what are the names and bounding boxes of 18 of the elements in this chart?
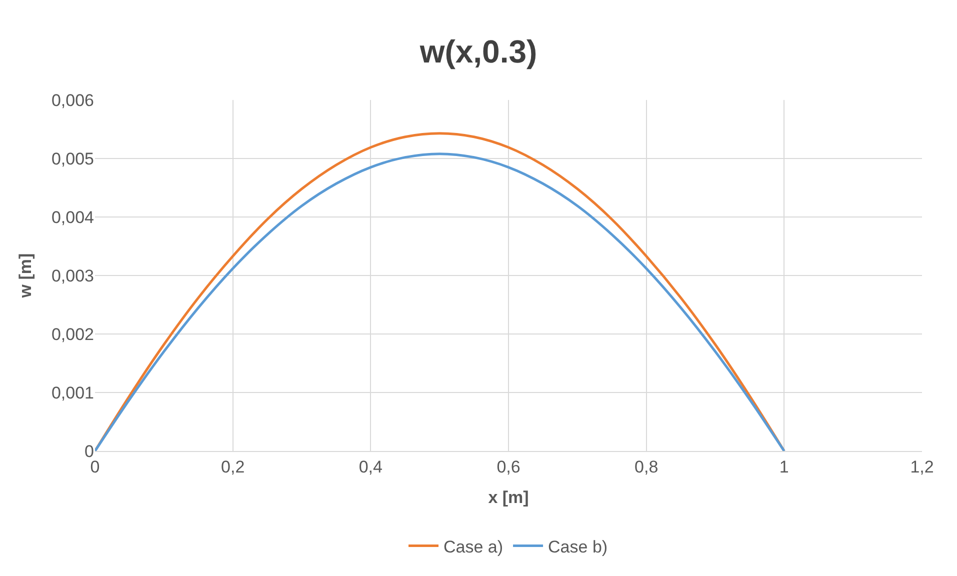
legend-label: Case b) — [548, 537, 608, 556]
x-tick-label: 0,6 — [496, 457, 520, 476]
legend-label: Case a) — [444, 537, 504, 556]
chart-title: w(x,0.3) — [418, 34, 538, 70]
y-axis-title: w [m] — [16, 253, 36, 299]
x-tick-label: 1 — [779, 457, 789, 476]
x-tick-label: 0,8 — [634, 457, 658, 476]
y-tick-label: 0 — [84, 442, 94, 461]
y-tick-label: 0,004 — [51, 208, 94, 227]
x-tick-label: 1,2 — [910, 457, 934, 476]
y-tick-label: 0,002 — [51, 324, 94, 344]
x-axis-title: x [m] — [488, 488, 529, 507]
y-tick-label: 0,001 — [51, 383, 94, 402]
x-tick-label: 0,2 — [221, 457, 245, 476]
y-tick-label: 0,003 — [51, 266, 94, 286]
y-tick-label: 0,006 — [51, 90, 94, 110]
y-tick-label: 0,005 — [51, 149, 94, 168]
x-tick-label: 0,4 — [358, 457, 382, 476]
